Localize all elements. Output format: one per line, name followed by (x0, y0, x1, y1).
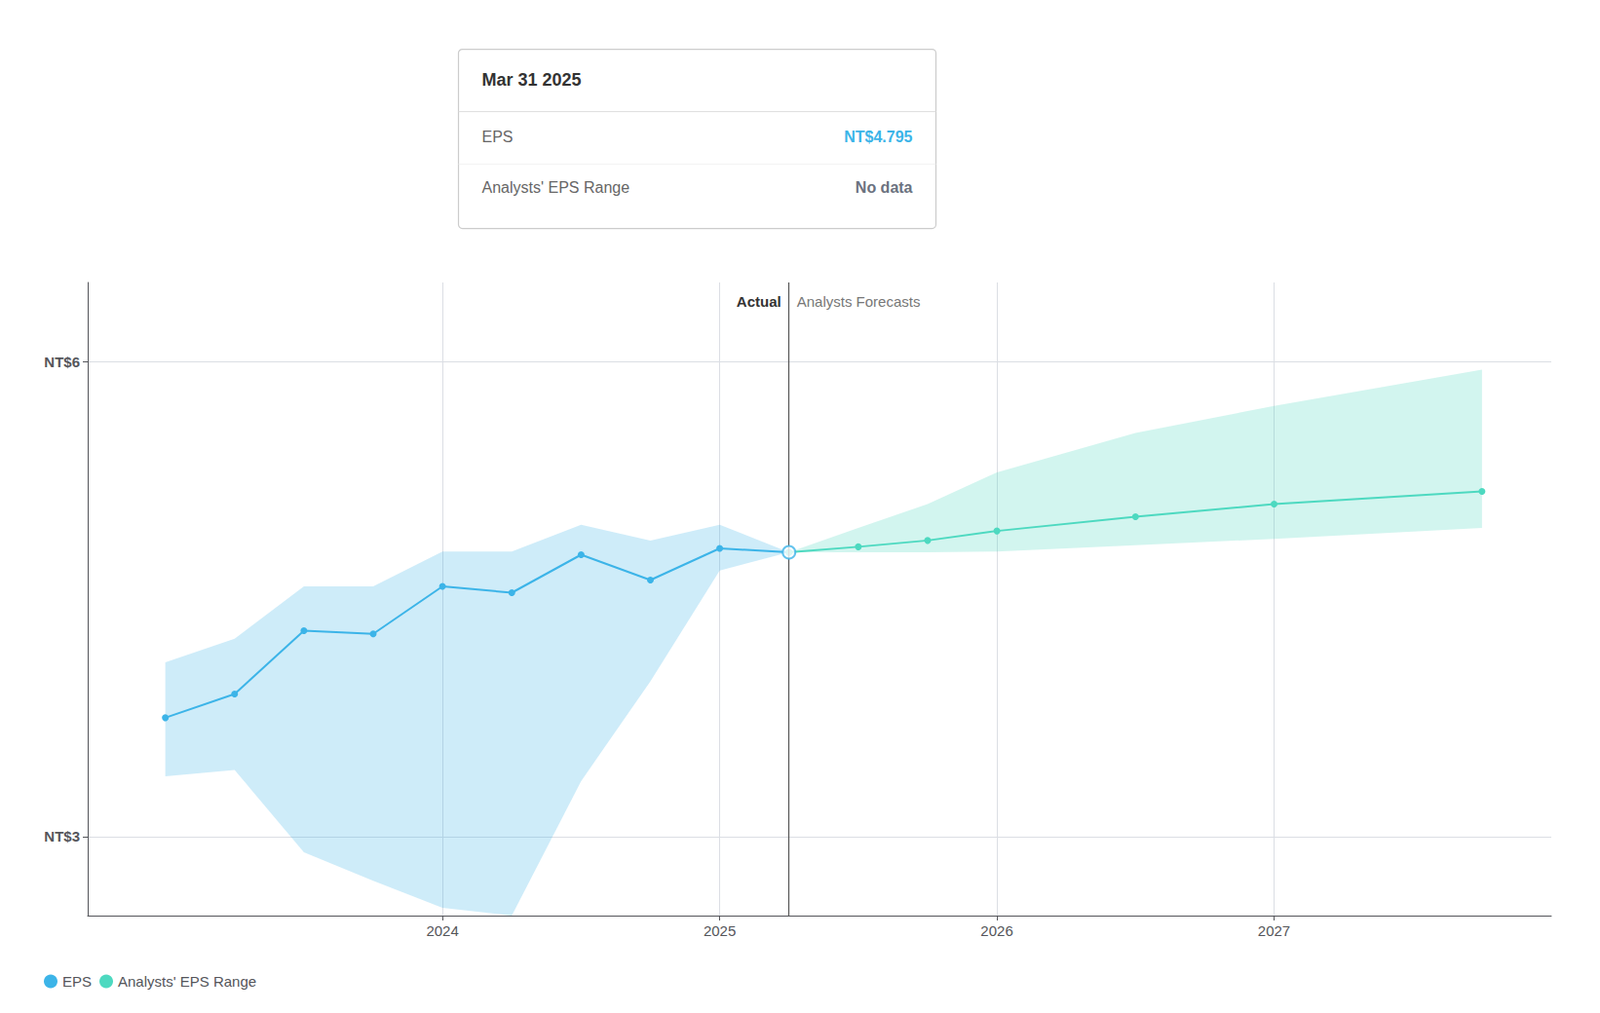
svg-text:Analysts' EPS Range: Analysts' EPS Range (117, 973, 257, 991)
svg-text:2025: 2025 (703, 922, 736, 940)
svg-text:Analysts Forecasts: Analysts Forecasts (797, 293, 921, 310)
svg-text:2026: 2026 (980, 922, 1013, 940)
svg-text:NT$6: NT$6 (43, 353, 80, 371)
svg-text:2024: 2024 (425, 922, 458, 940)
svg-text:2027: 2027 (1257, 922, 1291, 940)
svg-text:Analysts' EPS Range: Analysts' EPS Range (482, 179, 631, 196)
svg-text:No data: No data (855, 179, 914, 196)
svg-text:NT$3: NT$3 (43, 828, 80, 845)
svg-text:NT$4.795: NT$4.795 (843, 128, 913, 146)
svg-text:Actual: Actual (736, 293, 782, 310)
svg-text:Mar 31 2025: Mar 31 2025 (482, 70, 582, 90)
svg-text:EPS: EPS (62, 973, 92, 991)
svg-text:EPS: EPS (482, 128, 514, 146)
